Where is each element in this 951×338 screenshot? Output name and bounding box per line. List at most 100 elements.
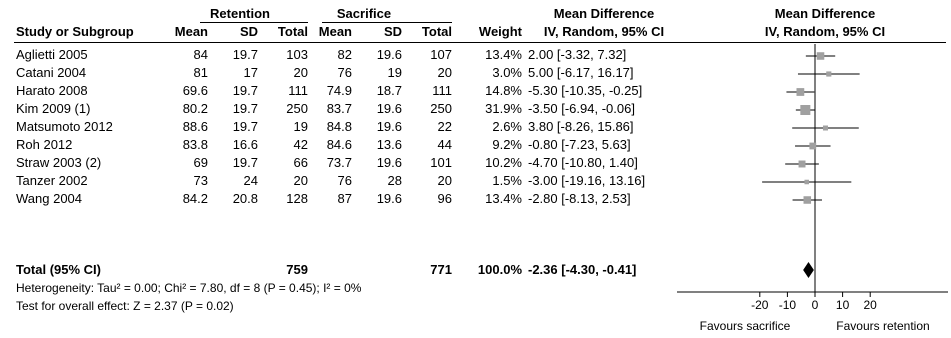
c-mean: 76 <box>337 65 352 80</box>
e-sd: 17 <box>243 65 258 80</box>
e-total: 66 <box>293 155 308 170</box>
col-e-total: Total <box>277 24 308 39</box>
col-c-sd: SD <box>383 24 402 39</box>
col-study: Study or Subgroup <box>16 24 134 39</box>
c-mean: 74.9 <box>326 83 352 98</box>
weight: 31.9% <box>485 101 522 116</box>
total-label: Total (95% CI) <box>16 262 101 277</box>
e-mean: 84 <box>193 47 208 62</box>
e-mean: 69 <box>193 155 208 170</box>
e-total: 111 <box>288 83 308 98</box>
study-name: Kim 2009 (1) <box>16 101 91 116</box>
c-sd: 19 <box>387 65 402 80</box>
study-name: Wang 2004 <box>16 191 83 206</box>
total-e-total: 759 <box>286 262 308 277</box>
c-sd: 18.7 <box>376 83 402 98</box>
study-name: Aglietti 2005 <box>16 47 88 62</box>
x-tick-label: 10 <box>835 298 850 312</box>
c-total: 20 <box>437 173 452 188</box>
x-tick-label: 20 <box>863 298 877 312</box>
e-sd: 19.7 <box>232 101 258 116</box>
x-tick-label: -20 <box>751 298 769 312</box>
ci-text: -2.80 [-8.13, 2.53] <box>528 191 631 206</box>
c-sd: 19.6 <box>376 47 402 62</box>
c-sd: 19.6 <box>376 155 402 170</box>
e-total: 20 <box>293 65 308 80</box>
c-total: 111 <box>432 83 452 98</box>
study-name: Catani 2004 <box>16 65 87 80</box>
c-total: 22 <box>437 119 452 134</box>
weight: 13.4% <box>485 47 522 62</box>
col-c-total: Total <box>421 24 452 39</box>
e-total: 19 <box>293 119 308 134</box>
c-total: 96 <box>437 191 452 206</box>
e-mean: 83.8 <box>182 137 208 152</box>
total-weight: 100.0% <box>477 262 522 277</box>
overall-effect-text: Test for overall effect: Z = 2.37 (P = 0… <box>16 299 234 313</box>
ci-text: 2.00 [-3.32, 7.32] <box>528 47 627 62</box>
ci-text: -3.00 [-19.16, 13.16] <box>528 173 646 188</box>
c-total: 44 <box>437 137 452 152</box>
effect-title-right: Mean Difference <box>774 6 876 21</box>
e-total: 103 <box>286 47 308 62</box>
e-mean: 69.6 <box>182 83 208 98</box>
c-sd: 28 <box>387 173 402 188</box>
e-sd: 19.7 <box>232 47 258 62</box>
weight: 13.4% <box>485 191 522 206</box>
e-mean: 84.2 <box>182 191 208 206</box>
point-marker <box>809 142 817 150</box>
ci-text: -0.80 [-7.23, 5.63] <box>528 137 631 152</box>
ci-text: 3.80 [-8.26, 15.86] <box>528 119 634 134</box>
c-mean: 84.8 <box>326 119 352 134</box>
x-tick-label: -10 <box>778 298 797 312</box>
e-mean: 73 <box>193 173 208 188</box>
c-total: 107 <box>430 47 452 62</box>
e-sd: 19.7 <box>232 155 258 170</box>
group-header-retention: Retention <box>210 6 270 21</box>
ci-text: -3.50 [-6.94, -0.06] <box>528 101 635 116</box>
e-sd: 24 <box>243 173 258 188</box>
e-sd: 19.7 <box>232 119 258 134</box>
point-marker <box>800 105 811 115</box>
c-total: 20 <box>437 65 452 80</box>
c-sd: 13.6 <box>376 137 402 152</box>
rule-sacrifice <box>322 22 452 23</box>
ci-text: -5.30 [-10.35, -0.25] <box>528 83 643 98</box>
e-sd: 19.7 <box>232 83 258 98</box>
study-name: Matsumoto 2012 <box>16 119 113 134</box>
study-name: Harato 2008 <box>16 83 88 98</box>
point-marker <box>816 52 825 60</box>
col-effect-method-left: IV, Random, 95% CI <box>543 24 665 39</box>
e-mean: 88.6 <box>182 119 208 134</box>
ci-text: 5.00 [-6.17, 16.17] <box>528 65 634 80</box>
favours-right-label: Favours retention <box>836 319 930 333</box>
study-name: Straw 2003 (2) <box>16 155 102 170</box>
c-sd: 19.6 <box>376 191 402 206</box>
e-total: 128 <box>286 191 308 206</box>
x-tick-label: 0 <box>811 298 819 312</box>
weight: 2.6% <box>492 119 522 134</box>
c-mean: 82 <box>337 47 352 62</box>
favours-left-label: Favours sacrifice <box>699 319 791 333</box>
point-marker <box>822 125 828 131</box>
weight: 10.2% <box>485 155 522 170</box>
e-sd: 16.6 <box>232 137 258 152</box>
e-total: 250 <box>286 101 308 116</box>
col-e-sd: SD <box>239 24 258 39</box>
c-sd: 19.6 <box>376 101 402 116</box>
weight: 1.5% <box>492 173 522 188</box>
col-c-mean: Mean <box>318 24 352 39</box>
c-total: 101 <box>430 155 452 170</box>
e-sd: 20.8 <box>232 191 258 206</box>
group-header-sacrifice: Sacrifice <box>336 6 392 21</box>
point-marker <box>804 179 809 185</box>
c-mean: 73.7 <box>326 155 352 170</box>
header-rule <box>14 42 946 43</box>
c-total: 250 <box>430 101 452 116</box>
e-mean: 81 <box>193 65 208 80</box>
pooled-diamond <box>803 262 814 278</box>
e-total: 42 <box>293 137 308 152</box>
point-marker <box>796 88 805 96</box>
effect-title-left: Mean Difference <box>553 6 655 21</box>
